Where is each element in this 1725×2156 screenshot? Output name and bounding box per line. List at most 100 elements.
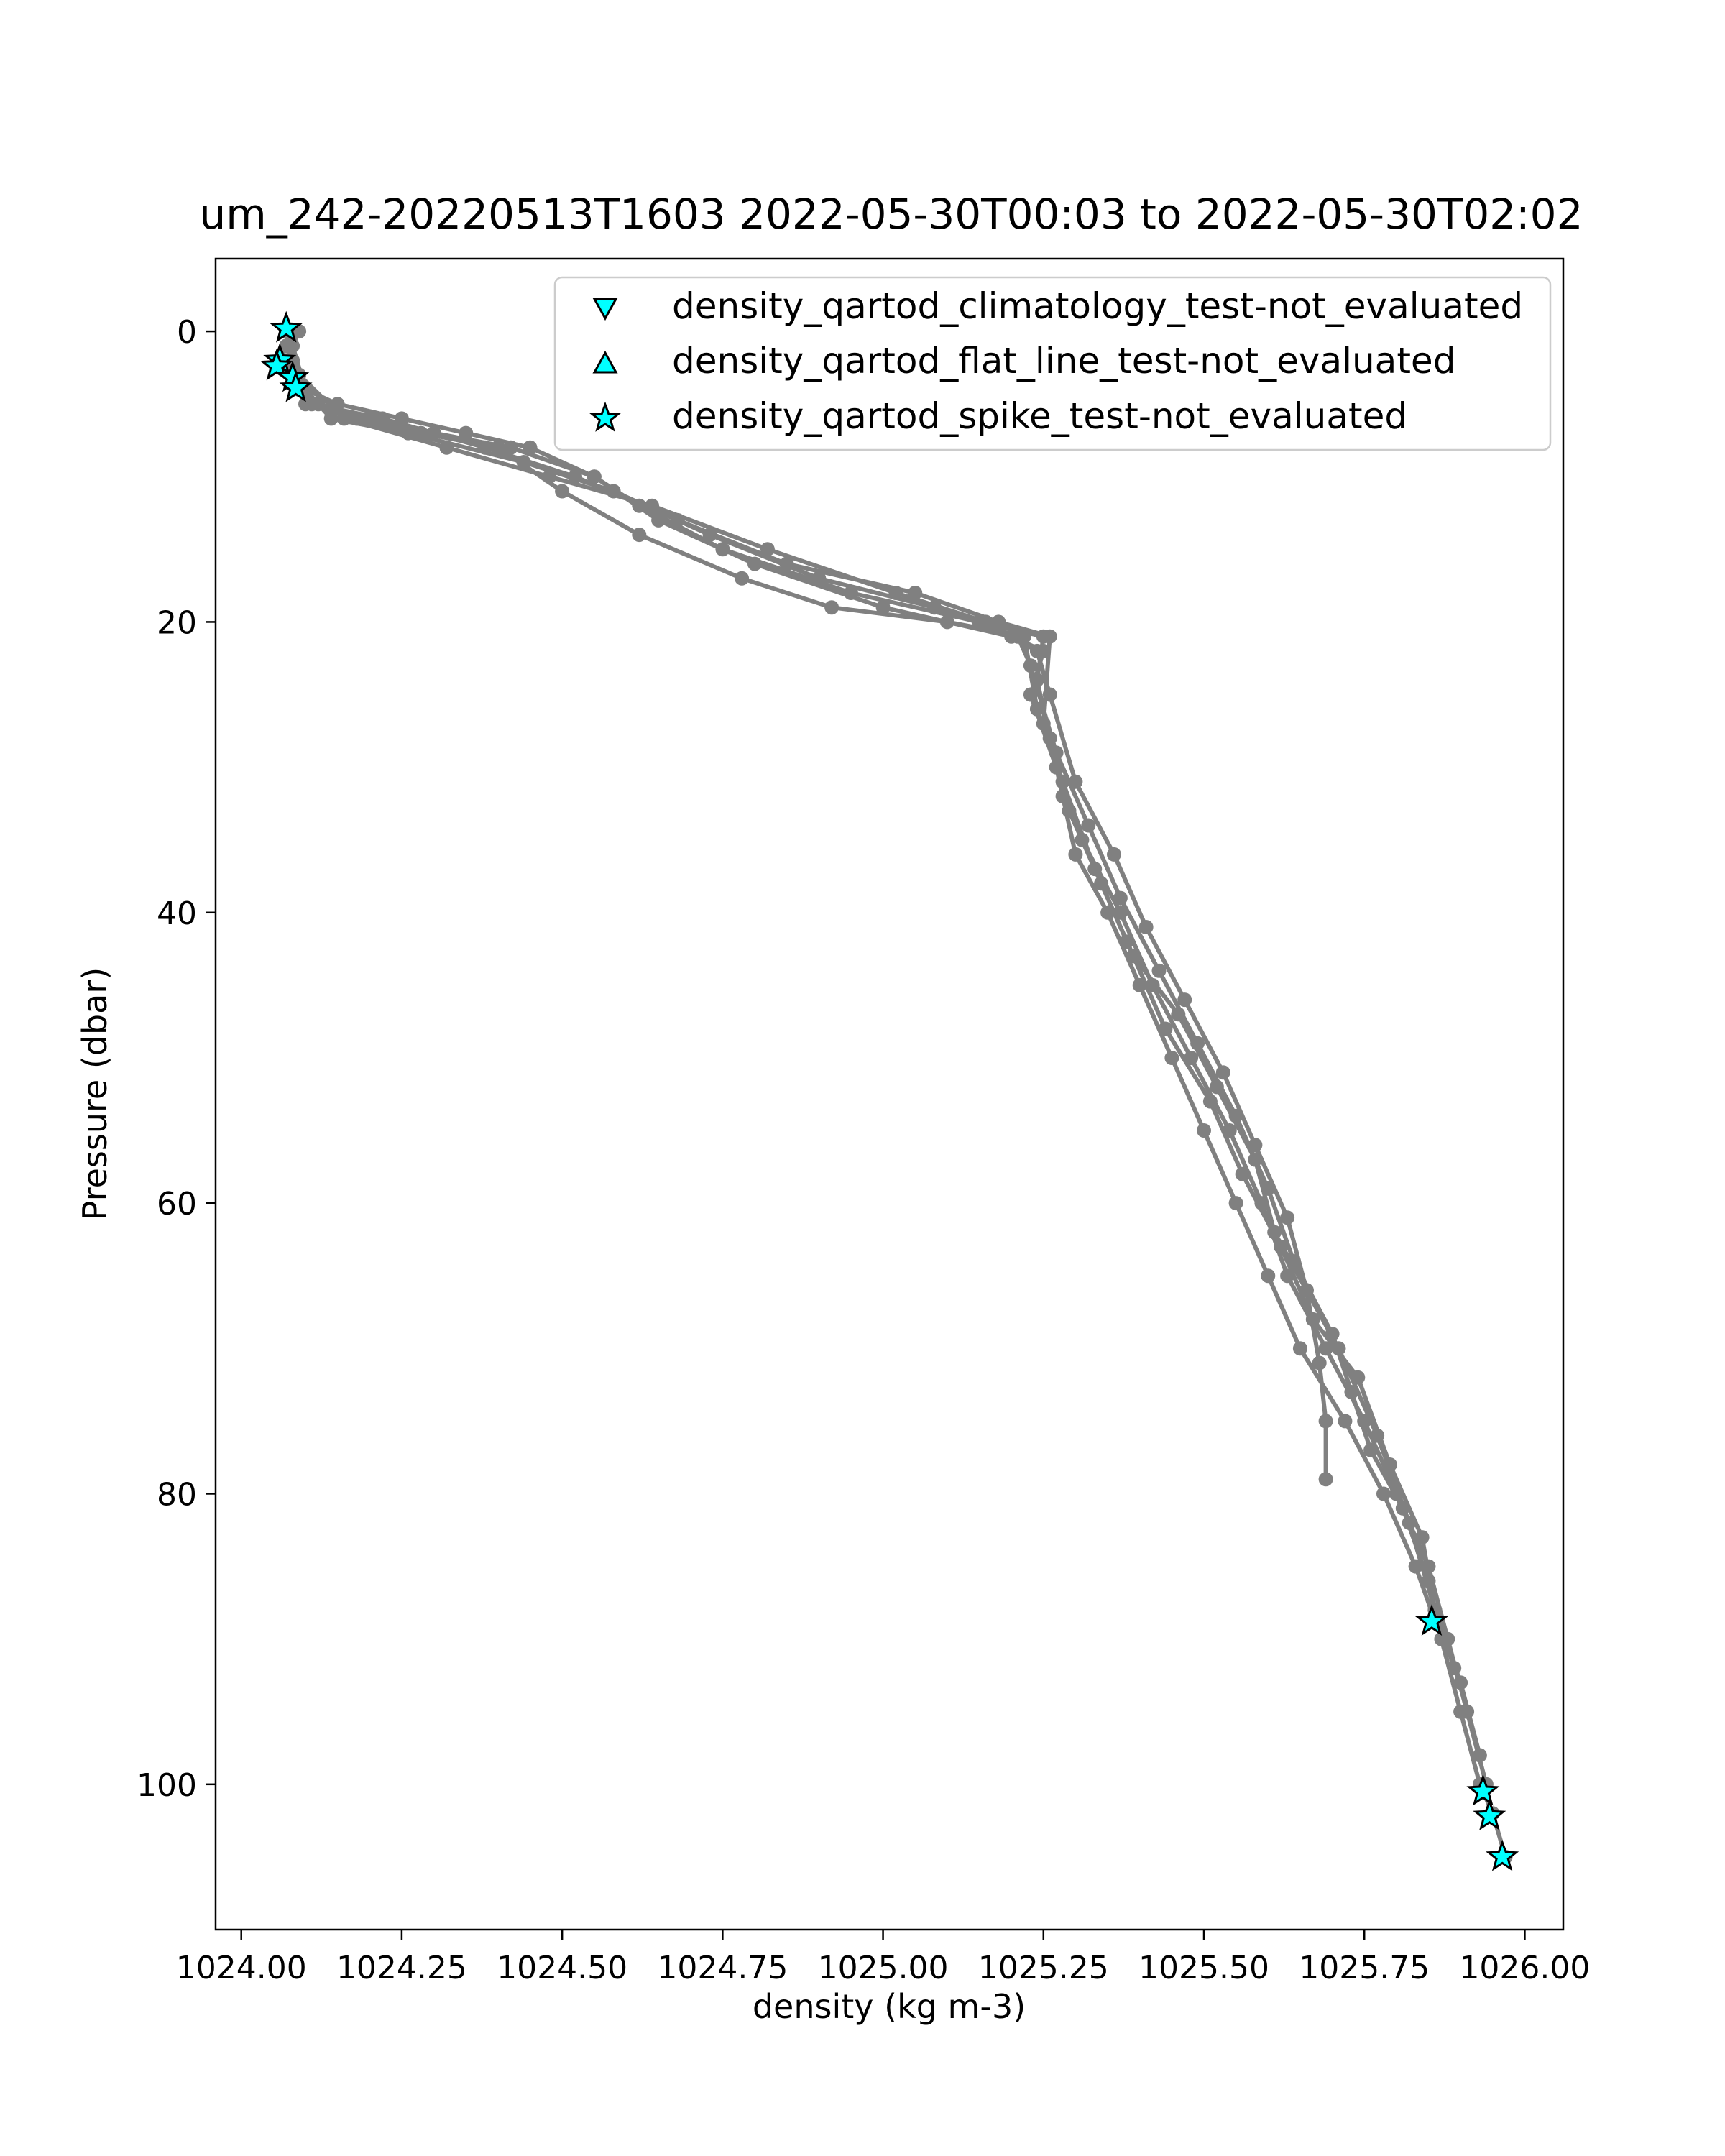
x-tick-label: 1025.50 — [1138, 1950, 1269, 1986]
profile-point — [632, 528, 647, 543]
profile-point — [1421, 1573, 1436, 1588]
profile-point — [439, 440, 454, 455]
qartod-marker — [1486, 1839, 1519, 1871]
profile-point — [375, 411, 390, 426]
x-tick-label: 1026.00 — [1459, 1950, 1590, 1986]
qartod-marker — [270, 310, 303, 343]
legend-entry-spike: density_qartod_spike_test-not_evaluated — [672, 395, 1407, 437]
x-tick-label: 1024.25 — [336, 1950, 467, 1986]
profile-point — [1376, 1486, 1391, 1501]
profile-point — [1164, 1051, 1179, 1065]
y-axis-label: Pressure (dbar) — [75, 967, 114, 1220]
x-axis-label: density (kg m-3) — [753, 1987, 1026, 2026]
profile-point — [1042, 687, 1057, 702]
profile-point — [1318, 1472, 1333, 1487]
profile-point — [1395, 1501, 1410, 1516]
profile-point — [760, 542, 775, 557]
chart-title: um_242-20220513T1603 2022-05-30T00:03 to… — [200, 190, 1583, 239]
profile-point — [978, 614, 993, 630]
profile-point — [1190, 1036, 1205, 1051]
profile-line — [290, 345, 1431, 1582]
profile-point — [1261, 1268, 1276, 1284]
profile-point — [1094, 876, 1109, 891]
legend-entry-climatology: density_qartod_climatology_test-not_eval… — [672, 285, 1523, 327]
profile-point — [1312, 1355, 1327, 1370]
qartod-marker — [279, 370, 313, 402]
profile-point — [1228, 1196, 1243, 1211]
profile-point — [323, 411, 339, 426]
profile-point — [1370, 1428, 1385, 1443]
profile-point — [1325, 1327, 1340, 1342]
profile-point — [651, 512, 666, 528]
profile-point — [1029, 643, 1044, 658]
x-tick-label: 1024.75 — [657, 1950, 788, 1986]
qartod-marker — [259, 349, 293, 381]
profile-point — [1062, 803, 1077, 819]
legend: density_qartod_climatology_test-not_eval… — [553, 276, 1552, 451]
y-tick-label: 80 — [157, 1476, 197, 1513]
legend-box — [553, 276, 1552, 451]
profile-point — [1126, 949, 1141, 964]
profile-point — [1235, 1166, 1250, 1181]
profile-point — [1138, 920, 1154, 934]
profile-point — [586, 469, 602, 484]
profile-point — [1472, 1748, 1487, 1763]
profile-point — [1042, 629, 1057, 644]
profile-point — [1215, 1065, 1230, 1080]
x-tick-label: 1025.00 — [818, 1950, 949, 1986]
x-axis-ticks: 1024.00 1024.25 1024.50 1024.75 1025.00 1025.… — [176, 1930, 1590, 1986]
profile-point — [1202, 1094, 1218, 1109]
profile-point — [811, 571, 827, 586]
profile-point — [645, 498, 660, 513]
profile-point — [1248, 1138, 1263, 1153]
profile-point — [824, 600, 840, 615]
legend-entry-flat-line: density_qartod_flat_line_test-not_evalua… — [672, 340, 1455, 382]
profile-point — [1299, 1283, 1314, 1298]
profile-point — [1068, 847, 1083, 862]
profile-point — [1151, 963, 1167, 978]
qartod-marker — [1414, 1604, 1449, 1636]
legend-markers — [589, 298, 622, 432]
profile-point — [1068, 774, 1083, 789]
profile-point — [1177, 992, 1192, 1008]
legend-marker-climatology — [592, 298, 618, 321]
profile-line — [284, 331, 1328, 1480]
profile-point — [1280, 1210, 1295, 1225]
profile-point — [1292, 1341, 1307, 1356]
profile-point — [1318, 1414, 1333, 1429]
x-tick-label: 1025.25 — [978, 1950, 1109, 1986]
profile-point — [1414, 1530, 1430, 1545]
profile-point — [1363, 1442, 1379, 1457]
y-tick-label: 20 — [157, 604, 197, 641]
profile-point — [542, 469, 557, 484]
y-tick-label: 0 — [177, 314, 197, 351]
profile-point — [1318, 1341, 1333, 1356]
profile-point — [748, 556, 762, 571]
x-tick-label: 1024.50 — [497, 1950, 627, 1986]
profile-point — [1107, 847, 1121, 862]
profile-point — [555, 484, 570, 499]
profile-point — [888, 586, 903, 600]
qartod-marker — [1466, 1774, 1500, 1806]
profile-point — [875, 600, 891, 615]
profile-point — [1081, 818, 1096, 833]
profile-point — [939, 614, 954, 630]
qartod-marker — [1473, 1799, 1506, 1830]
profile-line — [284, 330, 1482, 1756]
profile-point — [336, 411, 351, 426]
profile-point — [702, 528, 717, 543]
y-tick-label: 100 — [137, 1767, 197, 1804]
profile-point — [516, 455, 531, 469]
profile-point — [1197, 1123, 1211, 1138]
profile-point — [1453, 1675, 1468, 1690]
profile-point — [735, 571, 750, 586]
legend-marker-spike — [589, 401, 622, 432]
legend-marker-flat-line — [592, 350, 618, 374]
profile-point — [1338, 1414, 1353, 1429]
y-tick-label: 40 — [157, 895, 197, 932]
profile-point — [1267, 1225, 1282, 1240]
profile-point — [503, 440, 518, 455]
profile-point — [1049, 745, 1064, 760]
profile-point — [1113, 890, 1128, 906]
